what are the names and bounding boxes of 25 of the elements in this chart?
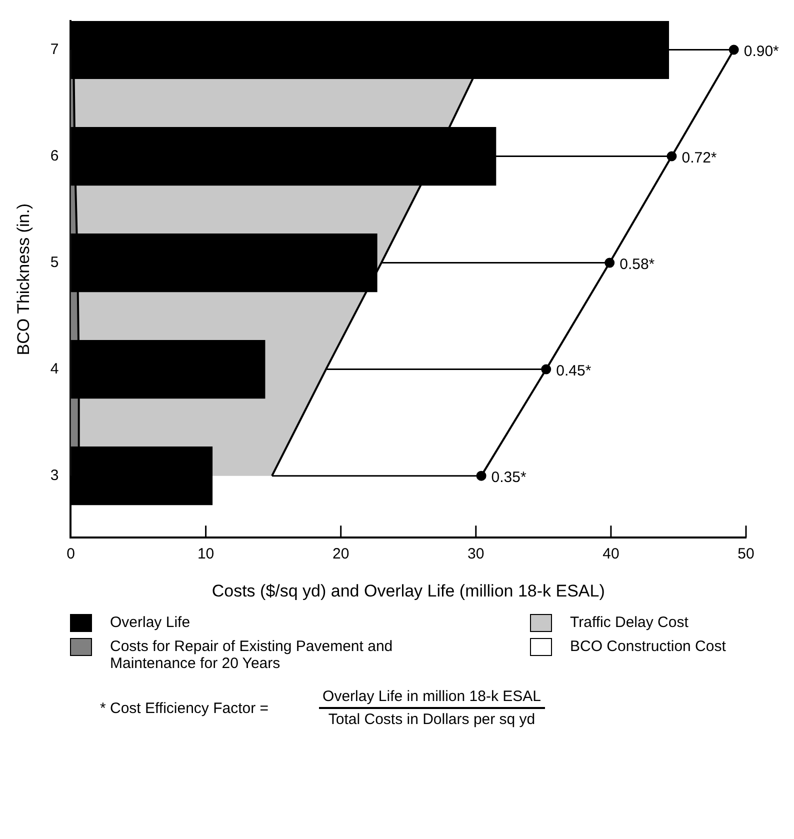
annotation: 0.58* <box>620 256 655 273</box>
y-tick-label: 7 <box>50 40 59 58</box>
x-tick-label: 40 <box>602 546 620 563</box>
annotation: 0.72* <box>682 149 717 166</box>
x-tick-label: 30 <box>468 546 484 563</box>
y-axis-title: BCO Thickness (in.) <box>14 203 33 356</box>
text: * Cost Efficiency Factor = <box>100 700 269 716</box>
y-tick-label: 3 <box>50 466 59 484</box>
annotation: 0.45* <box>556 362 592 380</box>
text: Overlay Life in million 18-k ESAL <box>318 688 545 709</box>
x-tick-label: 10 <box>197 546 214 563</box>
legend-label: Costs for Repair of Existing Pavement and Maintenance for 20 Years <box>110 638 394 672</box>
legend-label: BCO Construction Cost <box>570 638 726 655</box>
y-tick-label: 4 <box>50 360 59 378</box>
annotation: 0.90* <box>744 42 780 60</box>
y-tick-label: 5 <box>50 254 59 271</box>
y-tick-label: 6 <box>50 147 59 164</box>
x-tick-label: 50 <box>738 546 754 563</box>
annotation: 0.35* <box>491 468 526 486</box>
x-tick-label: 0 <box>66 546 75 563</box>
x-tick-label: 20 <box>332 546 350 563</box>
x-axis-title: Costs ($/sq yd) and Overlay Life (million 18-k ESAL) <box>212 581 605 600</box>
text: Total Costs in Dollars per sq yd <box>328 710 536 728</box>
legend-label: Overlay Life <box>110 614 190 631</box>
legend-label: Traffic Delay Cost <box>570 614 688 631</box>
